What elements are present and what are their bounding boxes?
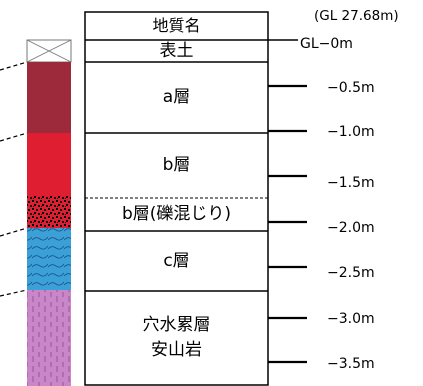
leader-line-1 bbox=[0, 61, 28, 71]
layer-a-swatch bbox=[27, 62, 71, 133]
depth-label-3.0: −3.0m bbox=[327, 311, 375, 327]
column-header-title: 地質名 bbox=[152, 16, 201, 36]
leader-line-3 bbox=[0, 227, 28, 237]
depth-label-2.5: −2.5m bbox=[327, 265, 375, 281]
layer-label-c: c層 bbox=[163, 250, 190, 271]
leader-line-2 bbox=[0, 132, 28, 142]
depth-label-2.0: −2.0m bbox=[327, 220, 375, 236]
depth-ticks bbox=[268, 84, 307, 364]
layer-andesite-swatch bbox=[27, 290, 71, 386]
layer-label-b: b層 bbox=[162, 155, 191, 176]
leader-lines bbox=[0, 61, 28, 297]
layer-label-andesite: 穴水累層 安山岩 bbox=[142, 314, 211, 361]
column-strip bbox=[26, 39, 72, 386]
layer-b-gravel-swatch bbox=[27, 195, 71, 228]
layer-b-swatch bbox=[27, 133, 71, 195]
layer-label-b-gravel: b層(礫混じり) bbox=[121, 204, 232, 225]
depth-label-0.5: −0.5m bbox=[327, 80, 375, 96]
topsoil-cross-2 bbox=[26, 39, 72, 63]
layer-label-a: a層 bbox=[162, 87, 191, 108]
layer-label-topsoil: 表土 bbox=[159, 40, 194, 61]
layer-c-swatch bbox=[27, 228, 71, 290]
leader-line-4 bbox=[0, 289, 28, 297]
depth-label-1.0: −1.0m bbox=[327, 124, 375, 140]
depth-label-3.5: −3.5m bbox=[327, 356, 375, 372]
depth-label-1.5: −1.5m bbox=[327, 175, 375, 191]
gl-elevation-label: (GL 27.68m) bbox=[314, 8, 399, 24]
gl-zero-label: GL−0m bbox=[300, 36, 353, 52]
name-table bbox=[84, 11, 269, 386]
